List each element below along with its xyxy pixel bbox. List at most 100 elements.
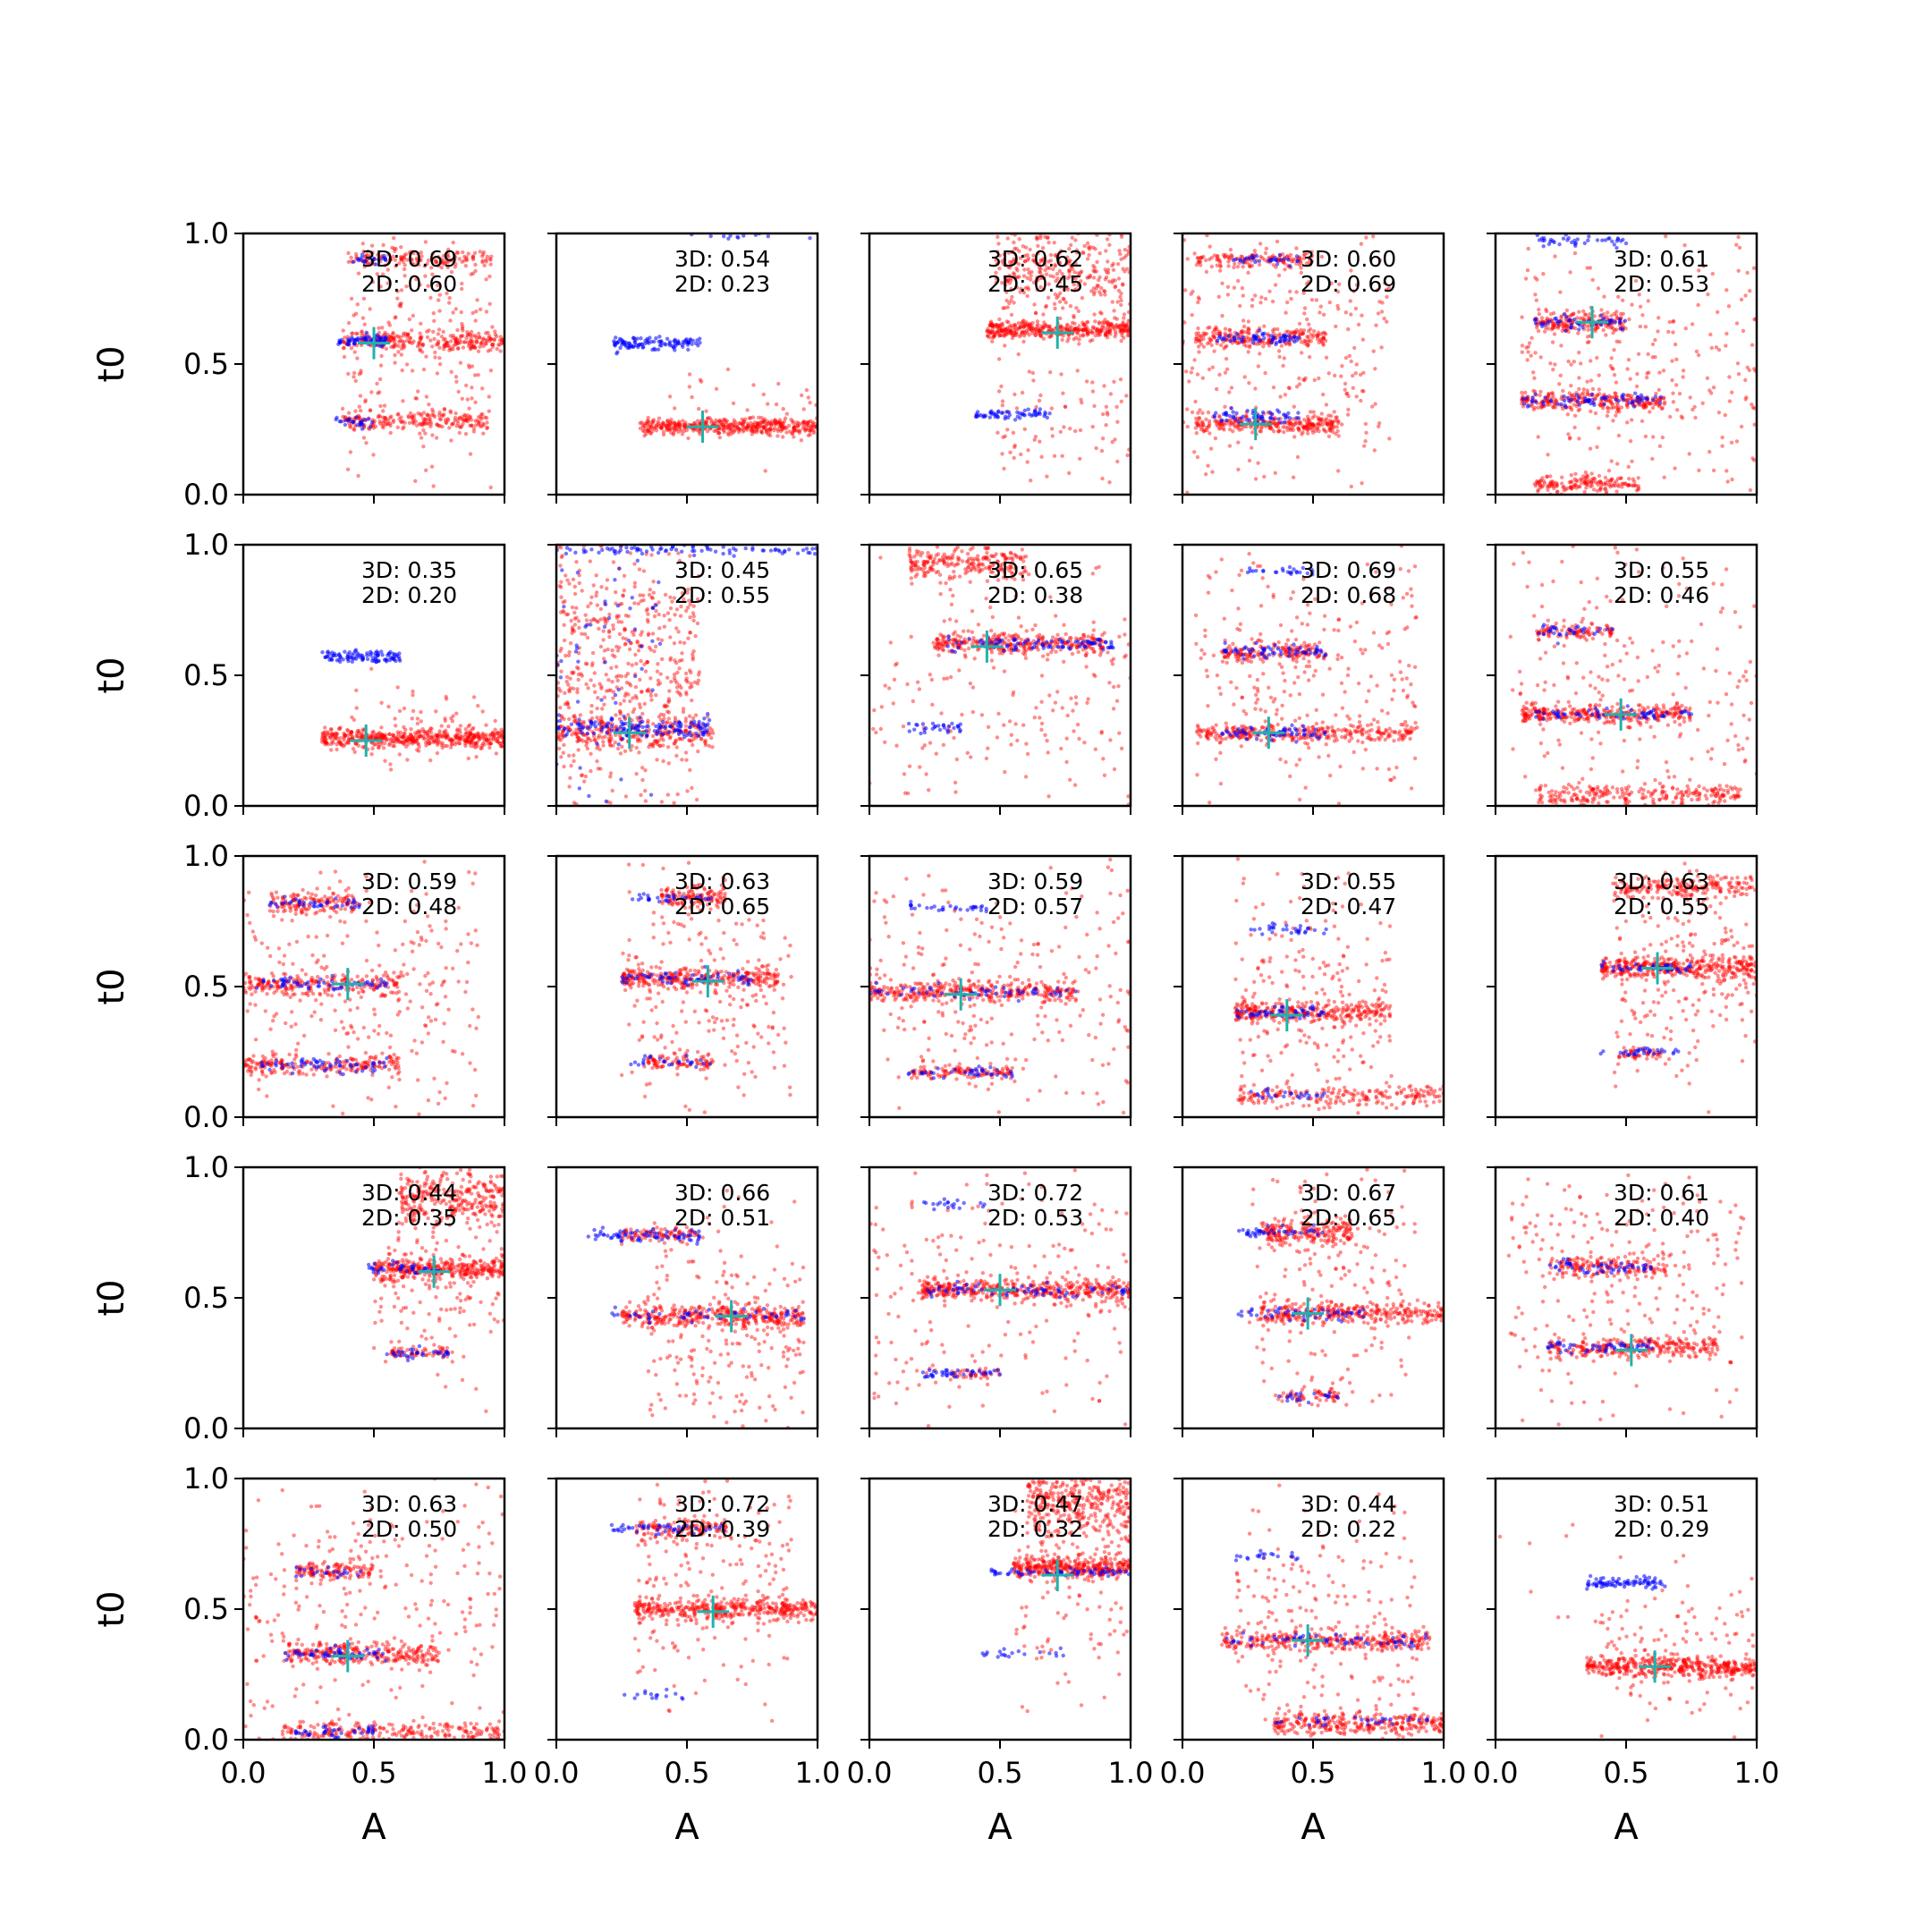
red-sample-point (1711, 468, 1716, 473)
blue-sample-point (1047, 411, 1052, 416)
red-sample-point (1633, 483, 1639, 488)
red-sample-point (768, 421, 774, 426)
red-sample-point (1184, 369, 1189, 374)
red-sample-point (1194, 336, 1199, 342)
red-sample-point (804, 387, 809, 393)
red-sample-point (1585, 392, 1590, 397)
red-sample-point (1336, 420, 1341, 426)
red-sample-point (699, 379, 704, 384)
red-sample-point (1326, 423, 1330, 428)
red-sample-point (391, 419, 395, 425)
red-sample-point (1004, 332, 1009, 337)
red-sample-point (1038, 267, 1043, 271)
red-sample-point (1252, 249, 1258, 253)
red-sample-point (1671, 330, 1675, 335)
red-sample-point (1048, 252, 1054, 258)
red-sample-point (445, 340, 450, 345)
red-sample-point (1082, 322, 1087, 327)
red-sample-point (1294, 327, 1300, 333)
red-sample-point (683, 425, 688, 430)
truth-marker (1239, 408, 1272, 441)
red-sample-point (1311, 421, 1316, 427)
red-sample-point (1076, 328, 1081, 333)
red-sample-point (991, 323, 996, 327)
red-sample-point (1302, 418, 1307, 422)
red-sample-point (1209, 264, 1215, 269)
red-sample-point (476, 703, 480, 708)
red-sample-point (671, 430, 676, 436)
red-sample-point (423, 421, 428, 427)
red-sample-point (1546, 487, 1550, 492)
red-sample-point (1039, 324, 1044, 328)
red-sample-point (1026, 267, 1030, 272)
red-sample-point (997, 326, 1002, 331)
red-sample-point (446, 418, 451, 422)
red-sample-point (487, 335, 491, 340)
red-sample-point (1104, 423, 1108, 428)
red-sample-point (1267, 337, 1272, 342)
red-sample-point (1375, 288, 1379, 292)
red-sample-point (800, 421, 805, 426)
red-sample-point (1106, 323, 1111, 327)
red-sample-point (1572, 360, 1577, 364)
red-sample-point (1750, 456, 1755, 461)
red-sample-point (1095, 284, 1100, 288)
blue-sample-point (1521, 397, 1526, 402)
red-sample-point (668, 423, 674, 428)
red-sample-point (474, 340, 479, 345)
red-sample-point (806, 420, 810, 425)
red-sample-point (1634, 384, 1640, 389)
blue-sample-point (1282, 339, 1286, 344)
red-sample-point (1096, 284, 1101, 288)
red-sample-point (474, 339, 479, 344)
blue-sample-point (1276, 410, 1282, 414)
red-sample-point (755, 420, 759, 426)
red-sample-point (428, 338, 433, 343)
blue-sample-point (1231, 415, 1236, 420)
red-sample-point (996, 357, 1002, 361)
red-sample-point (443, 718, 447, 724)
red-sample-point (1286, 329, 1291, 334)
red-sample-point (1284, 425, 1288, 429)
red-sample-point (1625, 397, 1630, 402)
red-sample-point (995, 261, 999, 267)
red-sample-point (1196, 295, 1201, 300)
red-sample-point (384, 416, 388, 421)
red-sample-point (1259, 424, 1264, 429)
red-sample-point (1001, 334, 1006, 338)
red-sample-point (1025, 330, 1030, 335)
red-sample-point (1609, 477, 1614, 482)
red-sample-point (1589, 378, 1594, 383)
red-sample-point (1299, 260, 1303, 265)
red-sample-point (403, 252, 409, 257)
red-sample-point (1201, 423, 1206, 428)
red-sample-point (1077, 324, 1081, 328)
red-sample-point (380, 424, 385, 428)
red-sample-point (415, 721, 420, 726)
red-sample-point (1648, 402, 1653, 406)
red-sample-point (786, 423, 792, 428)
red-sample-point (1554, 480, 1558, 485)
red-sample-point (722, 425, 726, 429)
red-sample-point (1608, 485, 1613, 489)
red-sample-point (1100, 320, 1105, 325)
red-sample-point (1208, 337, 1213, 343)
red-sample-point (450, 422, 454, 427)
red-sample-point (441, 258, 446, 263)
red-sample-point (481, 422, 487, 428)
red-sample-point (486, 741, 491, 746)
red-sample-point (665, 427, 669, 431)
red-sample-point (491, 342, 496, 347)
blue-sample-point (1631, 399, 1635, 403)
red-sample-point (1107, 279, 1112, 284)
red-sample-point (381, 409, 386, 413)
blue-sample-point (397, 651, 402, 656)
red-sample-point (464, 417, 469, 421)
red-sample-point (1638, 304, 1643, 309)
red-sample-point (1569, 479, 1573, 485)
red-sample-point (1311, 426, 1317, 430)
red-sample-point (1033, 310, 1038, 316)
red-sample-point (1072, 282, 1077, 287)
red-sample-point (809, 425, 814, 430)
red-sample-point (1538, 479, 1544, 483)
